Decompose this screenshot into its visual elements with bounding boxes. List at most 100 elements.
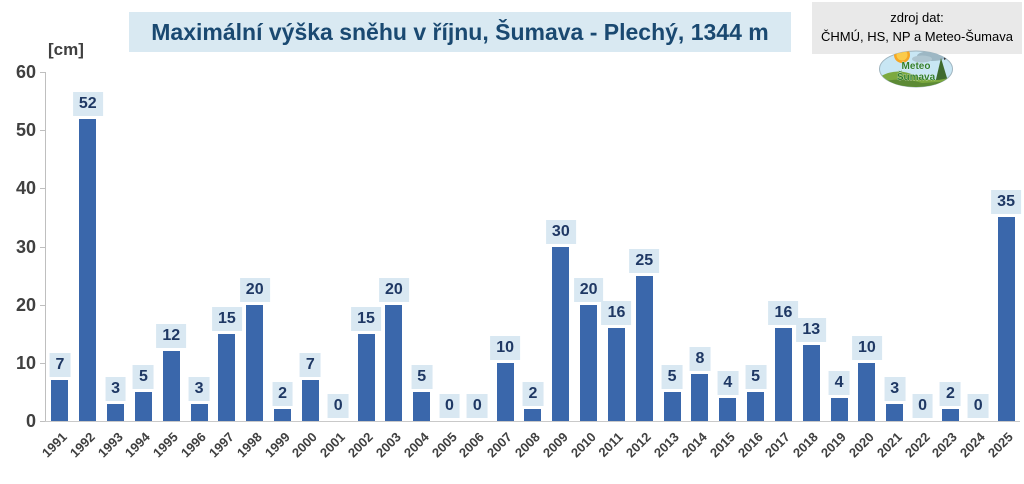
bar-column: 7 xyxy=(46,72,74,421)
bar-column: 3 xyxy=(185,72,213,421)
bar xyxy=(274,409,292,421)
y-tick-mark xyxy=(40,72,45,73)
bar-value-label: 4 xyxy=(717,370,739,395)
bar-value-label: 7 xyxy=(49,353,71,378)
bar-value-label: 3 xyxy=(105,376,127,401)
bar-value-label: 20 xyxy=(378,277,409,302)
bar xyxy=(162,351,180,421)
bar-column: 0 xyxy=(436,72,464,421)
bar-value-label: 3 xyxy=(884,376,906,401)
bar-value-label: 20 xyxy=(573,277,604,302)
bar-column: 13 xyxy=(796,72,827,421)
bar xyxy=(941,409,959,421)
bar xyxy=(79,118,97,421)
bar-value-label: 10 xyxy=(852,335,882,360)
bar-column: 52 xyxy=(72,72,103,421)
bar-value-label: 52 xyxy=(72,91,103,116)
bar-value-label: 13 xyxy=(796,318,827,343)
bar-column: 20 xyxy=(573,72,604,421)
bar-column: 7 xyxy=(296,72,324,421)
bar xyxy=(830,397,848,421)
bar-value-label: 0 xyxy=(327,394,349,418)
bar xyxy=(635,275,653,421)
y-tick-mark xyxy=(40,246,45,248)
bar-value-label: 16 xyxy=(601,300,632,325)
logo-graphic: Meteo Šumava xyxy=(879,50,953,88)
bar-value-label: 8 xyxy=(689,347,711,372)
bar-value-label: 5 xyxy=(411,364,433,389)
bar-value-label: 25 xyxy=(629,248,660,273)
bar-column: 25 xyxy=(629,72,660,421)
bar-column: 5 xyxy=(408,72,436,421)
bar-value-label: 0 xyxy=(466,394,488,418)
bar-column: 16 xyxy=(601,72,632,421)
bar xyxy=(719,397,737,421)
bar xyxy=(218,333,236,421)
bar-column: 3 xyxy=(102,72,130,421)
cloud-icon-small xyxy=(912,55,932,63)
bar-column: 4 xyxy=(825,72,853,421)
y-tick-label: 40 xyxy=(15,178,36,199)
y-tick-mark xyxy=(40,304,45,306)
meteo-sumava-logo: Meteo Šumava xyxy=(878,50,954,88)
bar-column: 2 xyxy=(269,72,297,421)
bar-column: 3 xyxy=(881,72,909,421)
source-label: zdroj dat: xyxy=(890,10,944,25)
bar-value-label: 35 xyxy=(991,190,1021,215)
bar-column: 0 xyxy=(964,72,992,421)
y-tick-label: 60 xyxy=(15,62,36,82)
bar-value-label: 2 xyxy=(272,382,293,407)
bar-value-label: 5 xyxy=(132,364,154,389)
bar xyxy=(886,403,904,421)
bar-value-label: 2 xyxy=(522,382,544,407)
source-values: ČHMÚ, HS, NP a Meteo-Šumava xyxy=(821,29,1013,44)
bar-value-label: 5 xyxy=(745,364,767,389)
y-tick-label: 0 xyxy=(25,411,36,431)
y-tick-mark xyxy=(40,188,45,190)
bar-value-label: 30 xyxy=(545,219,576,244)
bar xyxy=(997,217,1015,421)
y-axis: 0 10 20 30 40 50 60 xyxy=(0,63,36,430)
bar-value-label: 16 xyxy=(768,300,799,325)
bar xyxy=(774,327,792,421)
bar xyxy=(552,246,570,421)
plot-area: 7 52 3 5 12 3 15 20 2 7 0 15 20 5 0 0 10 2 30 20 16 25 5 8 4 5 16 1… xyxy=(46,72,1021,421)
bar-column: 12 xyxy=(156,72,187,421)
bar-column: 16 xyxy=(768,72,799,421)
logo-text-line1: Meteo xyxy=(902,61,931,72)
data-source-box: zdroj dat: ČHMÚ, HS, NP a Meteo-Šumava xyxy=(812,2,1022,54)
bar-value-label: 5 xyxy=(661,364,683,389)
bar-column: 0 xyxy=(324,72,352,421)
bar xyxy=(802,345,820,421)
bar-column: 20 xyxy=(378,72,409,421)
bar xyxy=(413,391,431,421)
bar-column: 0 xyxy=(909,72,937,421)
bar-value-label: 0 xyxy=(912,394,934,418)
bar xyxy=(691,374,709,421)
bar xyxy=(385,304,403,421)
bar-column: 20 xyxy=(239,72,270,421)
x-axis: 1991 1992 1993 1994 1995 1996 1997 1998 1999 2000… xyxy=(39,421,1020,483)
bar-value-label: 0 xyxy=(967,394,989,418)
bar xyxy=(246,304,264,421)
bar-value-label: 2 xyxy=(939,382,961,407)
bar xyxy=(107,403,125,421)
y-axis-unit-label: [cm] xyxy=(48,40,84,59)
y-tick-mark xyxy=(40,362,45,364)
bar-column: 2 xyxy=(937,72,965,421)
bar xyxy=(747,391,765,421)
bar-column: 15 xyxy=(351,72,381,421)
bar-column: 10 xyxy=(852,72,882,421)
chart-title: Maximální výška sněhu v říjnu, Šumava - … xyxy=(129,12,791,52)
bar-column: 10 xyxy=(490,72,521,421)
bar-value-label: 7 xyxy=(299,353,321,378)
y-axis-line xyxy=(45,72,46,421)
bar-value-label: 4 xyxy=(828,370,850,395)
logo-text-line2: Šumava xyxy=(897,70,936,83)
x-axis-line xyxy=(45,421,1020,422)
bar xyxy=(496,362,514,421)
bar-value-label: 15 xyxy=(351,306,381,331)
bar xyxy=(134,391,152,421)
bar xyxy=(301,380,319,421)
